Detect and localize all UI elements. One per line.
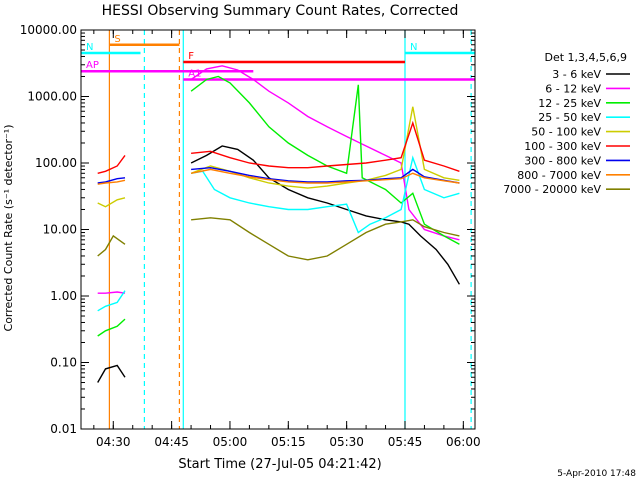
series-line bbox=[97, 318, 126, 337]
state-label-a1: A1 bbox=[188, 69, 201, 80]
state-label-n: N bbox=[410, 42, 417, 53]
y-tick-label: 10.00 bbox=[43, 223, 77, 237]
legend-label: 50 - 100 keV bbox=[531, 126, 601, 139]
legend-label: 7000 - 20000 keV bbox=[503, 183, 601, 196]
y-tick-label: 1.00 bbox=[50, 289, 77, 303]
y-axis-label: Corrected Count Rate (s⁻¹ detector⁻¹) bbox=[2, 125, 15, 332]
x-tick-label: 06:00 bbox=[446, 435, 481, 449]
x-tick-label: 05:45 bbox=[388, 435, 423, 449]
y-tick-label: 1000.00 bbox=[27, 90, 77, 104]
legend-label: 300 - 800 keV bbox=[524, 154, 601, 167]
x-tick-label: 04:30 bbox=[96, 435, 131, 449]
legend-label: 3 - 6 keV bbox=[552, 68, 601, 81]
state-label-n: N bbox=[86, 42, 93, 53]
x-tick-label: 04:45 bbox=[154, 435, 189, 449]
chart-title: HESSI Observing Summary Count Rates, Cor… bbox=[102, 3, 459, 19]
series-line bbox=[97, 197, 126, 208]
series-line bbox=[191, 166, 460, 184]
series-line bbox=[191, 120, 460, 172]
state-label-f: F bbox=[188, 51, 194, 62]
series-line bbox=[97, 177, 126, 184]
series-line bbox=[97, 154, 126, 174]
legend-title: Det 1,3,4,5,6,9 bbox=[544, 51, 627, 64]
state-label-s: S bbox=[114, 34, 120, 45]
timestamp: 5-Apr-2010 17:48 bbox=[557, 469, 636, 479]
legend-label: 800 - 7000 keV bbox=[517, 169, 601, 182]
y-tick-label: 100.00 bbox=[35, 156, 77, 170]
x-tick-label: 05:15 bbox=[271, 435, 306, 449]
x-axis-label: Start Time (27-Jul-05 04:21:42) bbox=[178, 457, 381, 472]
x-tick-label: 05:30 bbox=[329, 435, 364, 449]
legend-label: 25 - 50 keV bbox=[538, 111, 601, 124]
series-line bbox=[190, 155, 460, 234]
plot-frame bbox=[80, 29, 476, 430]
x-tick-label: 05:00 bbox=[213, 435, 248, 449]
series-line bbox=[190, 65, 460, 241]
series-line bbox=[190, 145, 461, 285]
series-line bbox=[97, 291, 126, 294]
series-line bbox=[191, 217, 460, 261]
y-tick-label: 0.10 bbox=[50, 356, 77, 370]
y-tick-label: 0.01 bbox=[50, 422, 77, 436]
y-tick-label: 10000.00 bbox=[20, 23, 77, 37]
series-line bbox=[97, 179, 126, 185]
legend-label: 12 - 25 keV bbox=[538, 97, 601, 110]
state-label-ap: AP bbox=[86, 60, 99, 71]
series-line bbox=[97, 364, 126, 383]
series-line bbox=[97, 234, 126, 257]
series-line bbox=[97, 290, 126, 312]
legend-label: 100 - 300 keV bbox=[524, 140, 601, 153]
legend-label: 6 - 12 keV bbox=[545, 82, 601, 95]
series-line bbox=[190, 75, 460, 245]
series-line bbox=[190, 168, 460, 184]
